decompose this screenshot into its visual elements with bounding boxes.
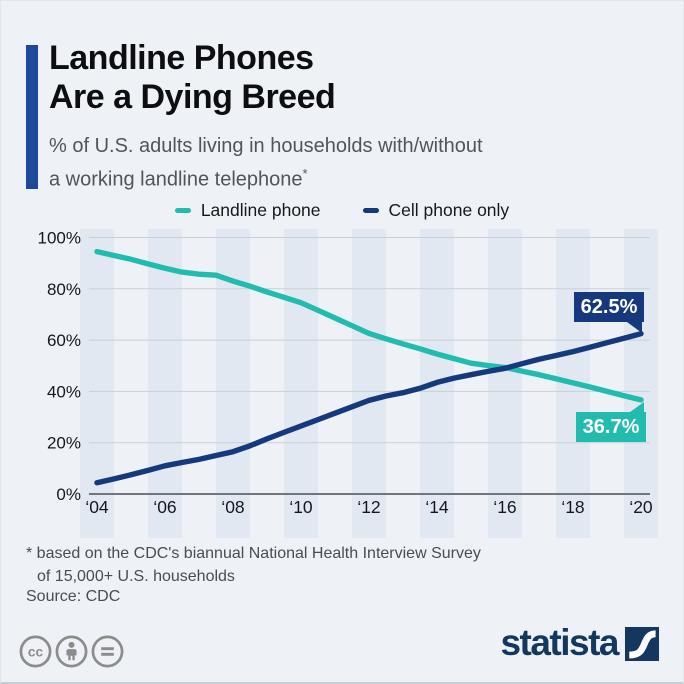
legend-label: Landline phone xyxy=(200,200,321,220)
statista-logo[interactable]: statista xyxy=(500,622,659,663)
footnote: * based on the CDC's biannual National H… xyxy=(26,542,481,588)
statista-logo-text: statista xyxy=(500,622,619,663)
footnote-marker: * xyxy=(302,166,308,181)
series-line-cell-phone-only xyxy=(94,330,644,486)
y-tick-label: 40% xyxy=(47,382,81,401)
legend-label: Cell phone only xyxy=(388,200,510,220)
title-line-1: Landline Phones xyxy=(49,39,314,77)
title-line-2: Are a Dying Breed xyxy=(49,78,336,116)
svg-text:cc: cc xyxy=(28,644,44,659)
no-derivatives-icon[interactable] xyxy=(90,634,125,669)
page-subtitle: % of U.S. adults living in households wi… xyxy=(49,133,483,194)
legend-item-landline: Landline phone xyxy=(174,200,321,221)
subtitle-line-1: % of U.S. adults living in households wi… xyxy=(49,135,483,157)
year-stripe xyxy=(352,229,386,538)
license-icons[interactable]: cc xyxy=(18,634,125,669)
y-tick-label: 0% xyxy=(56,485,81,504)
chart-legend: Landline phone Cell phone only xyxy=(1,200,683,221)
year-stripe xyxy=(488,229,522,538)
y-tick-label: 20% xyxy=(47,434,81,453)
footnote-line-1: * based on the CDC's biannual National H… xyxy=(26,545,481,562)
subtitle-line-2: a working landline telephone* xyxy=(49,166,308,191)
source-label: Source: CDC xyxy=(26,588,121,605)
data-label-cell-phone-only: 62.5% xyxy=(574,292,644,333)
x-tick-label: ‘12 xyxy=(357,497,380,517)
x-tick-label: ‘14 xyxy=(425,497,449,517)
page-title: Landline Phones Are a Dying Breed xyxy=(49,39,336,117)
landline-swatch-icon xyxy=(174,208,191,213)
x-tick-label: ‘20 xyxy=(629,497,653,517)
year-stripe xyxy=(284,229,318,538)
cc-icon[interactable]: cc xyxy=(18,634,53,669)
statista-logo-mark-icon xyxy=(625,627,659,661)
year-stripe xyxy=(80,229,114,538)
chart-svg: 0% 20% 40% 60% 80% 100% ‘04 ‘06 ‘08 ‘10 ‘12 ‘14 ‘16 ‘… xyxy=(38,229,658,538)
footnote-line-2: of 15,000+ U.S. households xyxy=(37,568,235,585)
title-accent-bar xyxy=(26,45,38,189)
year-stripe xyxy=(624,229,658,538)
attribution-icon[interactable] xyxy=(54,634,89,669)
x-tick-label: ‘08 xyxy=(221,497,244,517)
x-tick-label: ‘16 xyxy=(493,497,516,517)
year-stripe xyxy=(148,229,182,538)
data-label-landline-phone: 36.7% xyxy=(576,402,646,442)
x-tick-label: ‘06 xyxy=(153,497,176,517)
x-tick-label: ‘04 xyxy=(85,497,109,517)
cell-swatch-icon xyxy=(362,208,379,213)
x-tick-label: ‘10 xyxy=(289,497,313,517)
y-tick-label: 60% xyxy=(47,331,81,350)
y-tick-label: 80% xyxy=(47,280,81,299)
y-tick-label: 100% xyxy=(38,229,81,248)
legend-item-cell: Cell phone only xyxy=(362,200,510,221)
series-line-landline-phone xyxy=(94,248,644,403)
x-tick-label: ‘18 xyxy=(561,497,584,517)
